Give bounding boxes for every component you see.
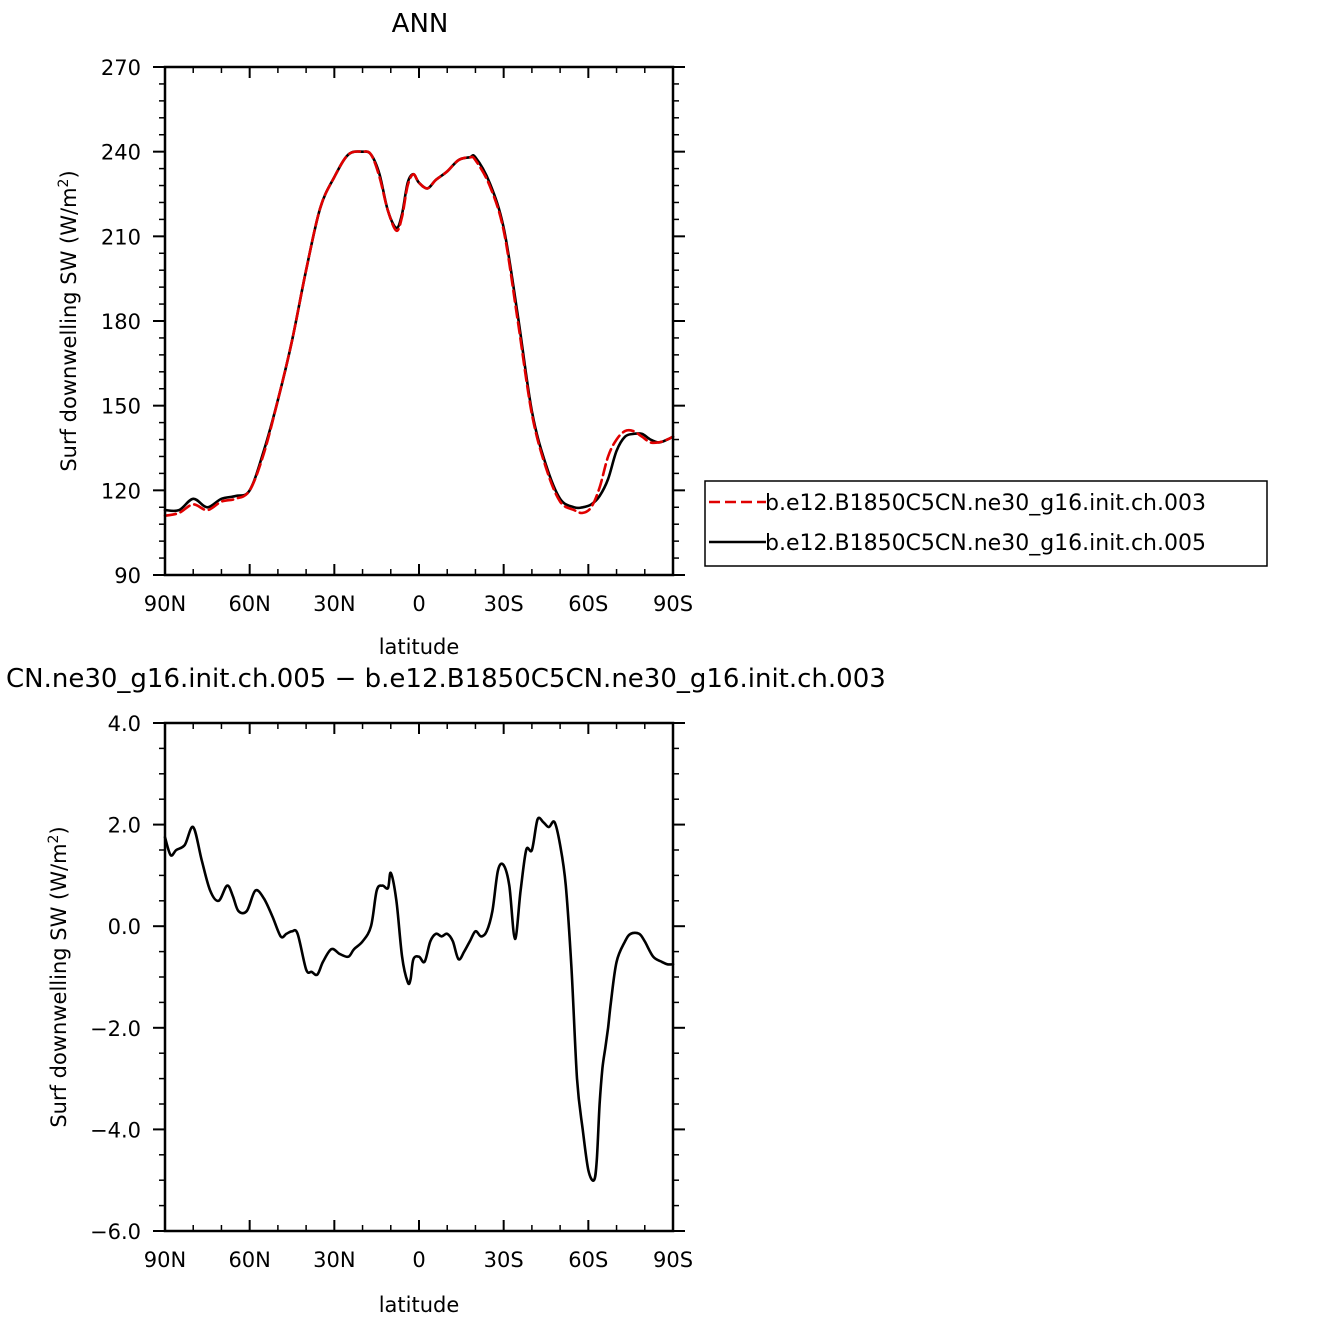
top-xtick-label: 90S: [653, 592, 693, 616]
top-xtick-label: 0: [412, 592, 425, 616]
top-ytick-label: 120: [101, 479, 141, 503]
bottom-y-label-end: ): [47, 826, 71, 834]
top-y-label-end: ): [57, 170, 81, 178]
bottom-plot-frame: [163, 721, 675, 1233]
bottom-ytick-label: 4.0: [108, 712, 141, 736]
top-series-group: [163, 150, 675, 517]
legend-box: [704, 480, 1268, 567]
top-xtick-label: 60N: [228, 592, 270, 616]
bottom-xtick-label: 90S: [653, 1248, 693, 1272]
bottom-ytick-label: −2.0: [90, 1017, 141, 1041]
top-xtick-label: 30S: [484, 592, 524, 616]
top-xtick-label: 60S: [568, 592, 608, 616]
top-y-label-sup: 2: [56, 179, 72, 188]
bottom-xtick-label: 90N: [144, 1248, 186, 1272]
legend: b.e12.B1850C5CN.ne30_g16.init.ch.003 b.e…: [704, 480, 1268, 567]
top-ytick-label: 90: [114, 564, 141, 588]
bottom-y-axis-label: Surf downwelling SW (W/m2): [46, 826, 71, 1127]
bottom-panel: CN.ne30_g16.init.ch.005 − b.e12.B1850C5C…: [6, 664, 886, 1317]
bottom-x-axis-label: latitude: [379, 1293, 460, 1317]
legend-label-005: b.e12.B1850C5CN.ne30_g16.init.ch.005: [765, 531, 1206, 556]
top-chart-title: ANN: [392, 9, 449, 39]
bottom-xtick-label: 30N: [313, 1248, 355, 1272]
top-series-line-1: [163, 150, 675, 517]
top-ytick-label: 180: [101, 310, 141, 334]
bottom-ytick-label: 2.0: [108, 814, 141, 838]
bottom-ytick-label: 0.0: [108, 915, 141, 939]
top-axes: 90N 60N 30N 0 30S 60S 90S 90 120 150 180 210 240 270: [101, 56, 693, 616]
bottom-axes: 90N 60N 30N 0 30S 60S 90S −6.0 −4.0 −2.0 0.0 2.0 4.0: [90, 712, 693, 1272]
top-ytick-label: 270: [101, 56, 141, 80]
bottom-ytick-label: −4.0: [90, 1118, 141, 1142]
bottom-ytick-label: −6.0: [90, 1220, 141, 1244]
top-y-axis-label: Surf downwelling SW (W/m2): [56, 170, 81, 471]
bottom-xtick-label: 30S: [484, 1248, 524, 1272]
top-series-line-2: [163, 150, 675, 513]
top-x-axis-label: latitude: [379, 635, 460, 659]
top-xtick-label: 30N: [313, 592, 355, 616]
top-y-label-main: Surf downwelling SW (W/m: [57, 187, 81, 471]
bottom-y-label-sup: 2: [46, 835, 62, 844]
top-ytick-label: 210: [101, 225, 141, 249]
bottom-y-label-main: Surf downwelling SW (W/m: [47, 843, 71, 1127]
bottom-series-line-1: [163, 816, 675, 1182]
top-ytick-label: 240: [101, 141, 141, 165]
top-plot-frame: [163, 65, 675, 577]
bottom-xtick-label: 60N: [228, 1248, 270, 1272]
bottom-series-group: [163, 816, 675, 1182]
top-ytick-label: 150: [101, 395, 141, 419]
legend-label-003: b.e12.B1850C5CN.ne30_g16.init.ch.003: [765, 491, 1206, 516]
bottom-xtick-label: 60S: [568, 1248, 608, 1272]
bottom-xtick-label: 0: [412, 1248, 425, 1272]
bottom-chart-title: CN.ne30_g16.init.ch.005 − b.e12.B1850C5C…: [6, 664, 886, 694]
top-panel: ANN 90N 60N 30N 0 30S 60S 90S 90 120 150 180 210 240…: [56, 9, 693, 659]
top-xtick-label: 90N: [144, 592, 186, 616]
